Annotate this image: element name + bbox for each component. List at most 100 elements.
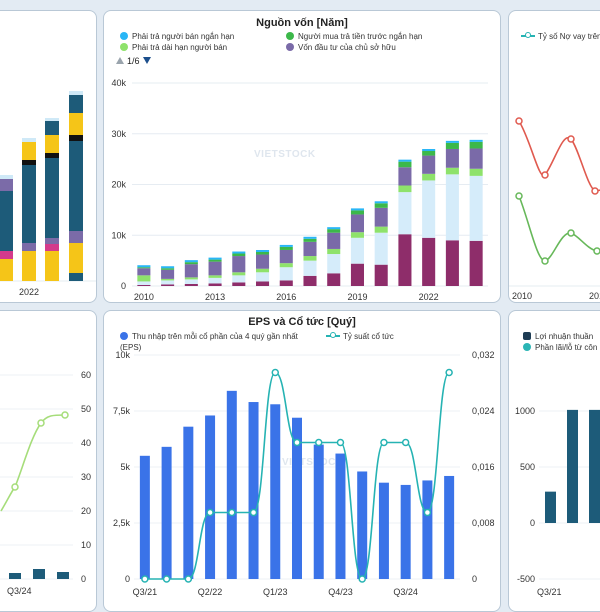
bottom-left-chart: 0 10 20 30 40 50 60 xyxy=(0,370,91,584)
bar-segment xyxy=(69,113,83,135)
legend-pager: 1/6 xyxy=(116,56,151,66)
legend-item[interactable]: Người mua trả tiền trước ngắn hạn xyxy=(286,31,422,42)
bar-segment xyxy=(45,158,59,238)
bar-segment xyxy=(422,180,436,238)
bar-segment xyxy=(184,277,198,280)
bar-segment xyxy=(350,237,364,264)
y-tick-label: 40k xyxy=(111,78,126,88)
bar-segment xyxy=(327,273,341,286)
bar-segment xyxy=(69,95,83,113)
bar-segment xyxy=(184,262,198,265)
dividend-point xyxy=(141,575,149,583)
bar-segment xyxy=(208,275,222,278)
panel-bottom-left: 0 10 20 30 40 50 60 Q3/24 xyxy=(0,310,97,612)
legend-item[interactable]: Tỷ số Nợ vay trên xyxy=(521,31,600,42)
legend-item[interactable]: Vốn đầu tư của chủ sở hữu xyxy=(286,42,396,53)
bar-segment xyxy=(469,240,483,286)
bar-segment xyxy=(279,246,293,250)
bar xyxy=(33,569,45,579)
y-tick-label: 60 xyxy=(81,370,91,380)
bar-segment xyxy=(137,268,151,276)
bar-segment xyxy=(327,248,341,255)
dividend-point xyxy=(206,508,214,517)
bar-segment xyxy=(0,191,13,251)
panel-net-profit: Lợi nhuận thuần Phần lãi/lỗ từ côn -500 0… xyxy=(508,310,600,612)
x-tick-label: 2016 xyxy=(276,292,296,302)
series-point xyxy=(37,419,45,427)
bar-segment xyxy=(0,251,13,259)
legend-item[interactable]: Phải trả dài hạn người bán xyxy=(120,42,227,53)
panel-capital-sources: Nguồn vốn [Năm] Phải trả người bán ngắn … xyxy=(103,10,501,303)
bar-segment xyxy=(256,254,270,269)
series-point xyxy=(541,171,549,179)
series-line xyxy=(518,120,600,192)
legend-item[interactable]: Phải trả người bán ngắn hạn xyxy=(120,31,234,42)
legend-dot xyxy=(523,343,531,351)
bar-segment xyxy=(22,142,36,160)
y-tick-label: 500 xyxy=(520,462,535,472)
series-point xyxy=(591,187,599,195)
bar xyxy=(545,491,556,523)
y2-tick-label: 0,008 xyxy=(472,518,495,528)
bar-segment xyxy=(422,151,436,156)
eps-dividend-chart: 0 2,5k 5k 7,5k 10k 0 0,008 0,016 0,024 0,032 Q3/21… xyxy=(113,350,495,597)
bar-segment xyxy=(137,284,151,286)
bar-segment xyxy=(350,214,364,233)
eps-bar xyxy=(183,426,194,579)
bar-segment xyxy=(161,280,175,285)
x-tick-label: 2010 xyxy=(512,291,532,301)
bar xyxy=(9,573,21,579)
dividend-point xyxy=(380,438,388,447)
eps-bar xyxy=(357,471,368,579)
bar-segment xyxy=(208,283,222,286)
y-tick-label: 30 xyxy=(81,472,91,482)
y-tick-label: 0 xyxy=(125,574,130,584)
eps-bar xyxy=(292,417,302,579)
bar-segment xyxy=(45,118,59,121)
bar-segment xyxy=(445,174,459,241)
page-up-icon[interactable] xyxy=(116,57,124,64)
bar-segment xyxy=(374,232,388,265)
bar-segment xyxy=(137,267,151,269)
bar-segment xyxy=(208,261,222,276)
x-tick-label: 2010 xyxy=(134,292,154,302)
y-tick-label: 10k xyxy=(115,350,130,360)
legend-item[interactable]: Phần lãi/lỗ từ côn xyxy=(523,342,597,353)
series-point xyxy=(567,229,575,237)
bar-segment xyxy=(45,121,59,135)
bar-segment xyxy=(350,232,364,238)
page-down-icon[interactable] xyxy=(142,57,151,64)
bar-segment xyxy=(208,259,222,262)
bar-segment xyxy=(232,282,246,286)
bar-segment xyxy=(0,179,13,191)
bar-segment xyxy=(279,244,293,247)
series-point xyxy=(593,247,600,255)
bar-segment xyxy=(279,280,293,286)
bar-segment xyxy=(256,251,270,255)
eps-bar xyxy=(270,404,281,579)
bar-segment xyxy=(161,284,175,286)
legend-dot xyxy=(120,332,128,340)
legend-dot xyxy=(120,32,128,40)
bar-segment xyxy=(422,155,436,174)
bar-segment xyxy=(303,236,317,239)
x-tick-label: Q3/21 xyxy=(537,587,562,597)
bar-segment xyxy=(350,263,364,286)
bar-segment xyxy=(422,237,436,286)
bar-segment xyxy=(327,232,341,249)
bar-segment xyxy=(232,275,246,283)
legend-item[interactable]: Lợi nhuận thuần xyxy=(523,331,593,342)
dividend-point xyxy=(314,438,323,447)
bar-segment xyxy=(279,263,293,268)
legend-item[interactable]: Tỷ suất cổ tức xyxy=(326,331,394,342)
bar-segment xyxy=(303,260,317,276)
eps-bar xyxy=(313,444,324,579)
debt-ratio-chart: 2010 2015 xyxy=(509,117,600,301)
bar-segment xyxy=(422,173,436,181)
eps-bar xyxy=(226,390,237,579)
legend-item[interactable]: Thu nhập trên mỗi cổ phần của 4 quý gần … xyxy=(120,332,298,352)
bar-segment xyxy=(232,253,246,257)
watermark-logo: VIETSTOCK xyxy=(254,149,316,160)
bar-segment xyxy=(161,266,175,269)
panel-top-left: 2022 xyxy=(0,10,97,303)
